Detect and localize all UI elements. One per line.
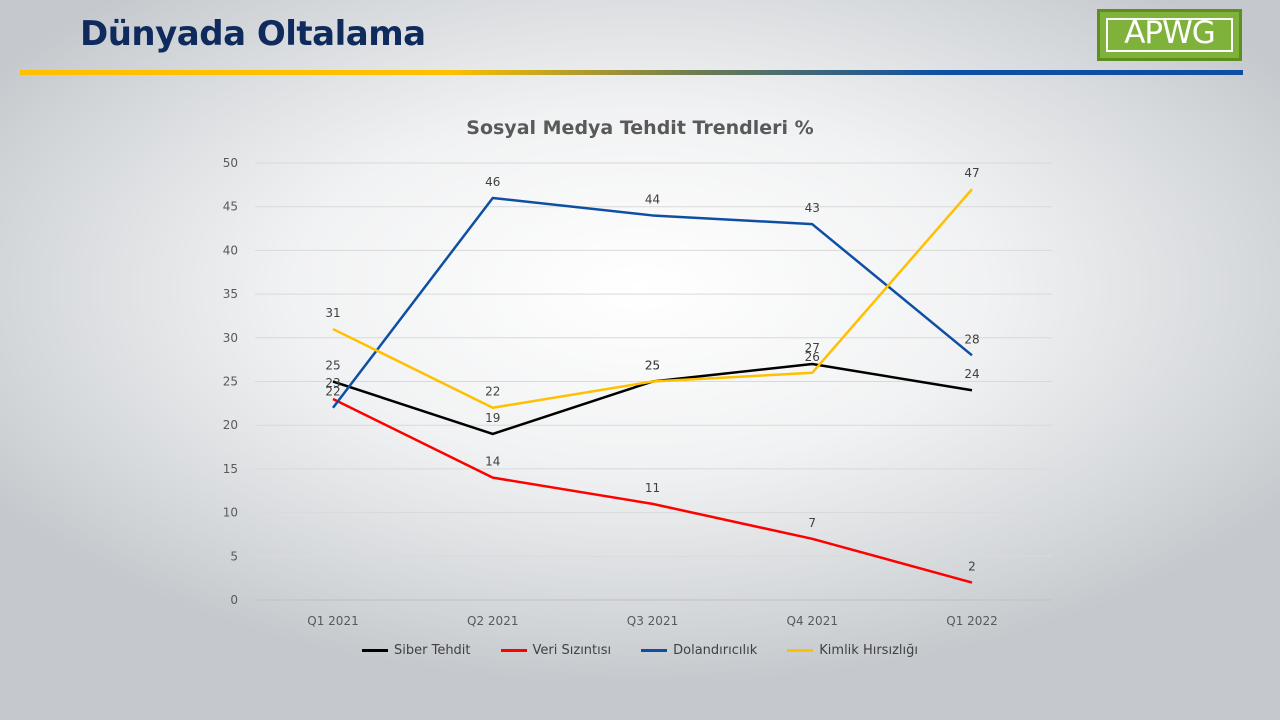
data-label: 24 [964,367,979,381]
series-line [332,188,973,409]
legend-item: Veri Sızıntısı [500,643,612,658]
x-tick-label: Q1 2021 [307,614,358,628]
x-tick-label: Q3 2021 [627,614,678,628]
legend-swatch [500,649,527,652]
data-label: 7 [808,516,816,530]
legend-item: Dolandırıcılık [641,643,757,658]
slide-title: Dünyada Oltalama [80,14,426,54]
data-label: 25 [325,359,340,373]
y-tick-label: 45 [223,200,238,214]
y-tick-label: 30 [223,331,238,345]
data-label: 31 [325,306,340,320]
y-tick-label: 10 [223,506,238,520]
logo-text: APWG [1124,15,1216,51]
legend-label: Dolandırıcılık [673,643,758,658]
data-label: 2 [968,560,976,574]
data-label: 25 [645,359,660,373]
y-tick-label: 15 [223,462,238,476]
data-label: 19 [485,411,500,425]
data-label: 44 [645,192,660,206]
data-label: 28 [964,332,979,346]
legend-label: Kimlik Hırsızlığı [819,643,918,658]
y-tick-label: 40 [223,243,238,257]
data-label: 27 [805,341,820,355]
logo-frame [1106,18,1233,52]
y-tick-label: 50 [223,156,238,170]
data-label: 26 [805,350,820,364]
legend-item: Kimlik Hırsızlığı [787,643,918,658]
y-tick-label: 20 [223,418,238,432]
data-label: 47 [964,166,979,180]
y-tick-label: 35 [223,287,238,301]
data-label: 22 [485,385,500,399]
legend-swatch [787,649,814,652]
data-label: 14 [485,455,500,469]
series-line [332,397,973,584]
legend-swatch [641,649,668,652]
x-tick-label: Q4 2021 [787,614,838,628]
x-tick-label: Q2 2021 [467,614,518,628]
data-label: 22 [325,385,340,399]
chart-title: Sosyal Medya Tehdit Trendleri % [466,117,814,139]
legend-swatch [362,649,388,652]
x-tick-label: Q1 2022 [946,614,997,628]
title-underline [20,70,1243,75]
series-line [332,196,973,409]
apwg-logo: APWG [1097,9,1242,61]
data-label: 23 [325,376,340,390]
legend-item: Siber Tehdit [362,643,471,658]
legend-label: Siber Tehdit [394,643,471,658]
data-label: 43 [805,201,820,215]
data-label: 25 [645,359,660,373]
legend-label: Veri Sızıntısı [532,643,612,658]
y-tick-label: 25 [223,375,238,389]
series-line [332,362,973,436]
chart-legend: Siber Tehdit Veri Sızıntısı Dolandırıcılık… [0,643,1280,658]
y-tick-label: 0 [230,593,238,607]
data-label: 46 [485,175,500,189]
y-tick-label: 5 [230,549,238,563]
data-label: 11 [645,481,660,495]
